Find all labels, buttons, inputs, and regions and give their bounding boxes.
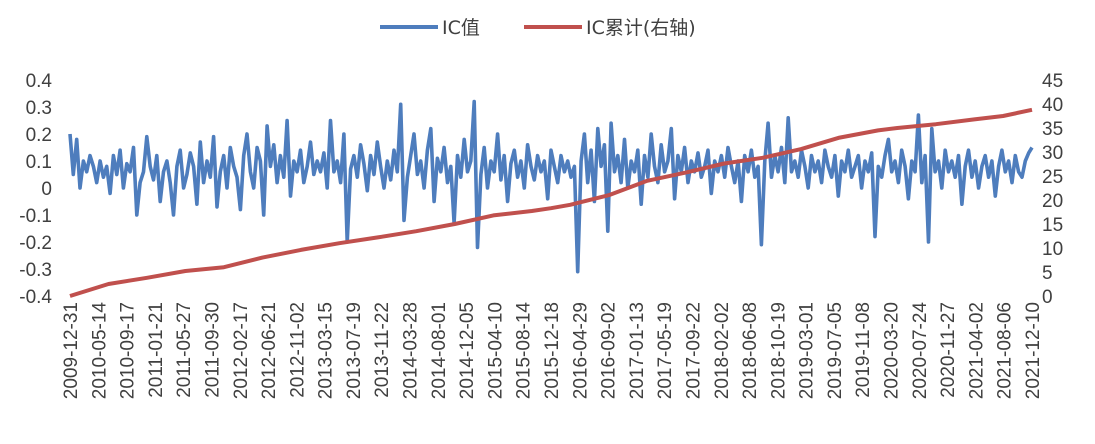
y-left-tick-label: 0.1 xyxy=(26,152,52,173)
y-right-tick-label: 5 xyxy=(1042,263,1053,284)
plot-area xyxy=(68,99,1034,298)
x-tick-label: 2011-01-21 xyxy=(146,302,167,398)
x-tick-label: 2015-12-18 xyxy=(542,302,563,399)
x-tick-label: 2014-12-05 xyxy=(457,302,478,399)
y-left-tick-label: 0 xyxy=(41,179,52,200)
x-tick-label: 2018-10-19 xyxy=(768,302,789,399)
x-tick-label: 2018-02-02 xyxy=(712,302,733,399)
x-tick-label: 2013-11-22 xyxy=(372,302,393,398)
x-tick-label: 2009-12-31 xyxy=(61,302,82,399)
y-right-tick-label: 10 xyxy=(1042,239,1063,260)
x-tick-label: 2011-09-30 xyxy=(202,302,223,398)
left-axis: -0.4 -0.3 -0.2 -0.1 0 0.1 0.2 0.3 0.4 xyxy=(19,71,52,308)
x-tick-label: 2016-09-02 xyxy=(599,302,620,399)
x-tick-label: 2019-11-08 xyxy=(853,302,874,398)
x-tick-label: 2017-09-22 xyxy=(683,302,704,399)
x-tick-label: 2012-02-17 xyxy=(231,302,252,399)
x-tick-label: 2018-06-08 xyxy=(740,302,761,399)
x-tick-label: 2020-03-20 xyxy=(882,302,903,399)
x-tick-label: 2013-07-19 xyxy=(344,302,365,399)
x-tick-label: 2014-03-28 xyxy=(401,302,422,399)
right-axis: 0 5 10 15 20 25 30 35 40 45 xyxy=(1042,71,1063,308)
x-axis: 2009-12-31 2010-05-14 2010-09-17 2011-01-21… xyxy=(61,302,1044,400)
x-tick-label: 2015-04-10 xyxy=(485,302,506,399)
x-tick-label: 2017-01-13 xyxy=(627,302,648,399)
y-right-tick-label: 15 xyxy=(1042,215,1063,236)
x-tick-label: 2021-08-06 xyxy=(995,302,1016,399)
x-tick-label: 2012-06-21 xyxy=(259,302,280,399)
legend-label-cumulative: IC累计(右轴) xyxy=(586,17,696,39)
x-tick-label: 2012-11-02 xyxy=(287,302,308,398)
y-left-tick-label: 0.3 xyxy=(26,98,52,119)
x-tick-label: 2017-05-19 xyxy=(655,302,676,399)
x-tick-label: 2020-11-27 xyxy=(938,302,959,398)
x-tick-label: 2014-08-01 xyxy=(429,302,450,399)
x-tick-label: 2010-09-17 xyxy=(118,302,139,399)
x-tick-label: 2010-05-14 xyxy=(89,302,110,400)
legend: IC值 IC累计(右轴) xyxy=(380,17,696,39)
y-right-tick-label: 25 xyxy=(1042,167,1063,188)
series-line-cumulative xyxy=(69,107,1033,298)
x-tick-label: 2016-04-29 xyxy=(570,302,591,399)
x-tick-label: 2011-05-27 xyxy=(174,302,195,398)
y-left-tick-label: -0.1 xyxy=(19,206,52,227)
x-tick-label: 2021-12-10 xyxy=(1023,302,1044,399)
y-left-tick-label: -0.4 xyxy=(19,287,52,308)
y-left-tick-label: -0.3 xyxy=(19,260,52,281)
x-tick-label: 2019-03-01 xyxy=(797,302,818,399)
x-tick-label: 2019-07-05 xyxy=(825,302,846,399)
y-left-tick-label: 0.2 xyxy=(26,125,52,146)
x-tick-label: 2020-07-24 xyxy=(910,302,931,400)
y-right-tick-label: 35 xyxy=(1042,119,1063,140)
y-right-tick-label: 45 xyxy=(1042,71,1063,92)
y-right-tick-label: 20 xyxy=(1042,191,1063,212)
x-tick-label: 2015-08-14 xyxy=(514,302,535,400)
y-right-tick-label: 30 xyxy=(1042,143,1063,164)
y-right-tick-label: 40 xyxy=(1042,95,1063,116)
x-tick-label: 2013-03-15 xyxy=(316,302,337,399)
x-tick-label: 2021-04-02 xyxy=(966,302,987,399)
y-right-tick-label: 0 xyxy=(1042,287,1053,308)
y-left-tick-label: -0.2 xyxy=(19,233,52,254)
y-left-tick-label: 0.4 xyxy=(26,71,53,92)
legend-label-ic: IC值 xyxy=(442,17,480,39)
series-line-ic xyxy=(68,99,1034,274)
